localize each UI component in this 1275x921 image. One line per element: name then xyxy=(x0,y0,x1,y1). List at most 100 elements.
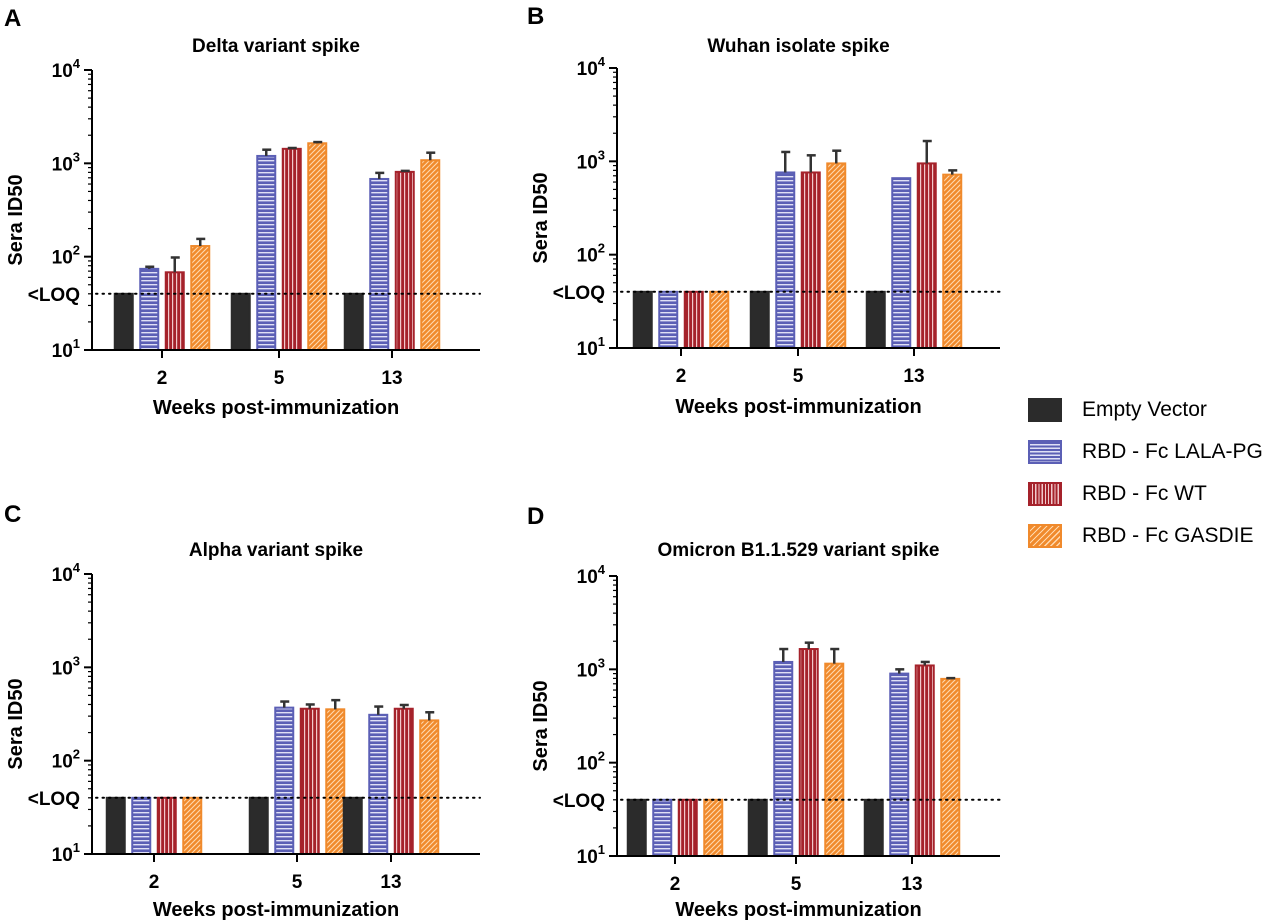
y-tick-label: 101 xyxy=(52,840,80,866)
bar-wt-week-2 xyxy=(683,290,704,350)
y-tick-label: 103 xyxy=(577,147,605,173)
y-tick-label: 104 xyxy=(577,562,606,588)
x-axis-title: Weeks post-immunization xyxy=(153,899,399,921)
loq-label: <LOQ xyxy=(553,791,605,812)
bar-gasdie-week-2 xyxy=(709,290,730,350)
chart-title: Delta variant spike xyxy=(192,36,360,57)
bar-wt-week-13 xyxy=(393,707,414,856)
bar-gasdie-week-5 xyxy=(826,162,847,349)
chart-title: Alpha variant spike xyxy=(189,540,363,561)
y-tick-label: 102 xyxy=(577,749,605,775)
x-tick-label: 13 xyxy=(380,872,401,893)
bar-lala-week-2 xyxy=(658,290,679,350)
bar-empty-week-13 xyxy=(863,798,884,858)
legend-label: Empty Vector xyxy=(1082,398,1207,421)
bar-gasdie-week-13 xyxy=(419,719,440,856)
x-axis-title: Weeks post-immunization xyxy=(153,397,399,419)
bar-wt-week-2 xyxy=(677,798,698,858)
bar-gasdie-week-5 xyxy=(325,708,346,855)
bar-gasdie-week-2 xyxy=(703,798,724,858)
panel-letter: C xyxy=(4,501,21,528)
bar-gasdie-week-2 xyxy=(190,245,211,351)
bar-empty-week-2 xyxy=(113,292,134,352)
bar-lala-week-13 xyxy=(369,177,390,351)
bar-gasdie-week-5 xyxy=(824,662,845,858)
chart-panel-d: D Omicron B1.1.529 variant spike 101 102 103… xyxy=(527,503,1001,921)
x-tick-label: 13 xyxy=(903,366,924,387)
panel-letter: B xyxy=(527,3,544,30)
bar-wt-week-5 xyxy=(800,171,821,349)
bar-empty-week-5 xyxy=(749,290,770,350)
x-axis-title: Weeks post-immunization xyxy=(675,396,921,418)
y-tick-label: 104 xyxy=(52,56,81,82)
bar-empty-week-5 xyxy=(248,796,269,856)
bar-wt-week-13 xyxy=(394,170,415,351)
bar-lala-week-2 xyxy=(139,267,160,351)
bar-wt-week-2 xyxy=(156,796,177,856)
panel-letter: A xyxy=(4,5,21,32)
x-tick-label: 13 xyxy=(901,874,922,895)
legend-label: RBD - Fc LALA-PG xyxy=(1082,440,1263,463)
bar-gasdie-week-5 xyxy=(307,142,328,351)
y-axis-title: Sera ID50 xyxy=(530,172,552,263)
y-tick-label: 103 xyxy=(52,149,80,175)
bar-empty-week-5 xyxy=(747,798,768,858)
y-tick-label: 101 xyxy=(577,842,605,868)
legend-label: RBD - Fc WT xyxy=(1082,482,1207,505)
bar-lala-week-5 xyxy=(775,171,796,349)
y-axis-title: Sera ID50 xyxy=(5,174,27,265)
bar-gasdie-week-13 xyxy=(942,173,963,349)
bar-empty-week-2 xyxy=(626,798,647,858)
bar-lala-week-13 xyxy=(368,713,389,855)
y-tick-label: 103 xyxy=(577,655,605,681)
x-tick-label: 2 xyxy=(149,872,160,893)
panel-letter: D xyxy=(527,503,544,530)
y-tick-label: 102 xyxy=(52,747,80,773)
bar-wt-week-5 xyxy=(299,707,320,856)
bar-wt-week-5 xyxy=(798,648,819,858)
bar-wt-week-5 xyxy=(281,147,302,351)
y-tick-label: 102 xyxy=(577,241,605,267)
y-axis-title: Sera ID50 xyxy=(530,680,552,771)
bar-empty-week-2 xyxy=(105,796,126,856)
y-tick-label: 101 xyxy=(52,336,80,362)
bar-lala-week-2 xyxy=(131,796,152,856)
bar-lala-week-13 xyxy=(891,177,912,349)
bar-empty-week-13 xyxy=(342,796,363,856)
x-tick-label: 2 xyxy=(670,874,681,895)
bar-lala-week-5 xyxy=(773,660,794,857)
x-axis-title: Weeks post-immunization xyxy=(675,899,921,921)
x-tick-label: 5 xyxy=(793,366,804,387)
bar-lala-week-2 xyxy=(652,798,673,858)
x-tick-label: 5 xyxy=(274,368,285,389)
bar-gasdie-week-13 xyxy=(420,159,441,351)
chart-panel-a: A Delta variant spike 101 102 103 104 Sera ID5… xyxy=(4,5,481,419)
bar-empty-week-2 xyxy=(632,290,653,350)
bar-wt-week-13 xyxy=(914,664,935,858)
x-tick-label: 5 xyxy=(292,872,303,893)
bar-empty-week-13 xyxy=(343,292,364,352)
loq-label: <LOQ xyxy=(28,285,80,306)
bar-gasdie-week-2 xyxy=(182,796,203,856)
chart-title: Omicron B1.1.529 variant spike xyxy=(658,540,940,561)
y-tick-label: 102 xyxy=(52,243,80,269)
bar-lala-week-5 xyxy=(274,706,295,856)
legend-label: RBD - Fc GASDIE xyxy=(1082,524,1254,547)
y-tick-label: 104 xyxy=(52,560,81,586)
x-tick-label: 13 xyxy=(381,368,402,389)
chart-panel-b: B Wuhan isolate spike 101 102 103 104 Sera ID5… xyxy=(527,3,1001,418)
y-axis-title: Sera ID50 xyxy=(5,678,27,769)
bar-lala-week-5 xyxy=(256,154,277,351)
bar-empty-week-13 xyxy=(865,290,886,350)
y-tick-label: 103 xyxy=(52,653,80,679)
x-tick-label: 5 xyxy=(791,874,802,895)
x-tick-label: 2 xyxy=(157,368,168,389)
loq-label: <LOQ xyxy=(553,283,605,304)
chart-title: Wuhan isolate spike xyxy=(707,36,889,57)
bar-empty-week-5 xyxy=(230,292,251,352)
bar-lala-week-13 xyxy=(889,672,910,857)
y-tick-label: 104 xyxy=(577,54,606,80)
bar-gasdie-week-13 xyxy=(940,677,961,857)
legend-swatch-empty-vector xyxy=(1028,398,1062,422)
